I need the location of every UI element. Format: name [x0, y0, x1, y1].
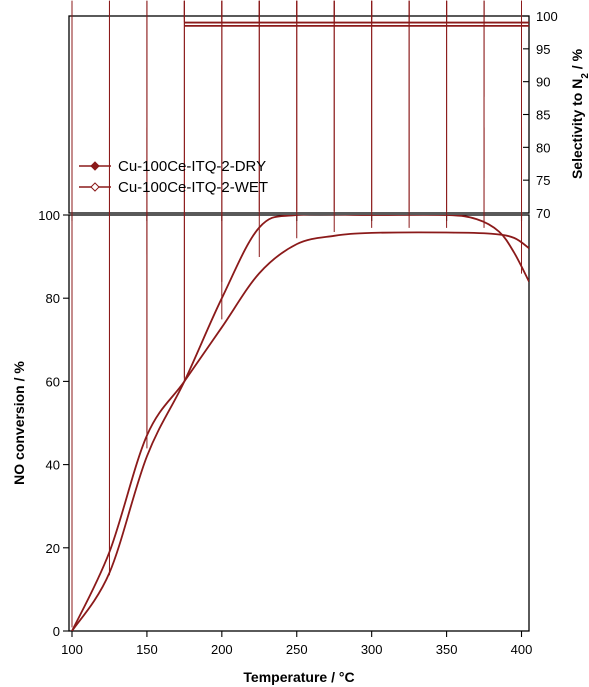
top-y-axis: 70 75 80 85 90 95 100 — [523, 9, 558, 221]
bottom-y-tick-label-20: 20 — [46, 541, 60, 556]
bottom-panel: 0 20 40 60 80 100 100 150 200 250 300 350 400 NO co… — [11, 0, 532, 685]
top-markers — [183, 0, 523, 23]
bottom-curves — [71, 215, 529, 631]
x-tick-label-350: 350 — [436, 642, 458, 657]
x-tick-label-400: 400 — [511, 642, 533, 657]
bottom-y-axis-title: NO conversion / % — [11, 361, 27, 485]
top-y-tick-label-80: 80 — [536, 140, 550, 155]
bottom-curve-dry — [71, 215, 529, 631]
top-y-tick-label-95: 95 — [536, 42, 550, 57]
legend-label-dry: Cu-100Ce-ITQ-2-DRY — [118, 158, 266, 175]
bottom-y-tick-label-80: 80 — [46, 291, 60, 306]
legend-item-wet: Cu-100Ce-ITQ-2-WET — [79, 179, 268, 196]
x-tick-label-150: 150 — [136, 642, 158, 657]
top-curves — [184, 21, 529, 27]
top-y-axis-title-tail: / % — [569, 48, 585, 73]
top-y-axis-title: Selectivity to N2 / % — [569, 48, 589, 179]
x-tick-label-100: 100 — [61, 642, 83, 657]
bottom-y-tick-label-100: 100 — [38, 208, 60, 223]
top-y-tick-label-100: 100 — [536, 9, 558, 24]
bottom-y-tick-label-0: 0 — [53, 624, 60, 639]
top-y-tick-label-70: 70 — [536, 206, 550, 221]
x-axis-title: Temperature / °C — [243, 669, 354, 685]
x-tick-label-200: 200 — [211, 642, 233, 657]
bottom-curve-wet — [71, 231, 529, 631]
top-y-tick-label-90: 90 — [536, 75, 550, 90]
legend-item-dry: Cu-100Ce-ITQ-2-DRY — [79, 158, 266, 175]
legend-label-wet: Cu-100Ce-ITQ-2-WET — [118, 179, 268, 196]
legend-marker-dry — [90, 161, 100, 171]
legend-marker-wet — [90, 182, 100, 192]
bottom-markers — [71, 0, 523, 628]
bottom-panel-frame — [68, 214, 530, 632]
bottom-y-axis: 0 20 40 60 80 100 — [38, 208, 69, 639]
x-axis: 100 150 200 250 300 350 400 — [61, 215, 532, 657]
legend: Cu-100Ce-ITQ-2-DRY Cu-100Ce-ITQ-2-WET — [79, 158, 268, 196]
bottom-y-tick-label-60: 60 — [46, 374, 60, 389]
bottom-y-tick-label-40: 40 — [46, 458, 60, 473]
top-y-axis-title-subscript: 2 — [580, 73, 589, 79]
top-y-axis-title-main: Selectivity to N — [569, 79, 585, 179]
x-tick-label-250: 250 — [286, 642, 308, 657]
top-y-tick-label-75: 75 — [536, 173, 550, 188]
top-y-tick-label-85: 85 — [536, 108, 550, 123]
x-tick-label-300: 300 — [361, 642, 383, 657]
